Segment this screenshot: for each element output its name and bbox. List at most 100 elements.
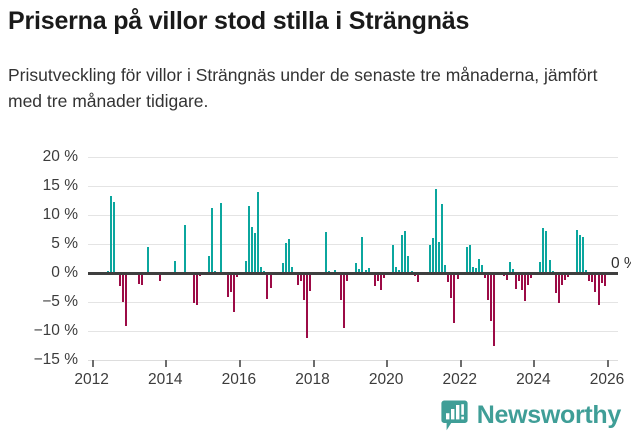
bar	[514, 273, 517, 290]
x-tick-label: 2018	[295, 371, 330, 388]
bar	[364, 269, 367, 273]
y-tick-label: 5 %	[51, 235, 78, 252]
bar	[468, 244, 471, 273]
bar	[300, 273, 303, 281]
bar	[484, 273, 487, 279]
bar	[508, 261, 511, 273]
zero-annotation: 0 %	[610, 255, 631, 272]
bar	[346, 273, 349, 282]
bar	[560, 273, 563, 286]
bar	[548, 260, 551, 273]
bar	[192, 273, 195, 304]
bar	[140, 273, 143, 286]
bar	[379, 273, 382, 291]
bar	[597, 273, 600, 306]
bar	[545, 231, 548, 273]
bar	[505, 273, 508, 280]
bar	[340, 273, 343, 300]
bar	[284, 242, 287, 273]
bar	[208, 255, 211, 273]
bar	[260, 267, 263, 273]
bar	[358, 268, 361, 273]
y-tick-label: 15 %	[42, 177, 78, 194]
x-tick-label: 2012	[74, 371, 109, 388]
gridline	[88, 302, 618, 303]
bar	[465, 247, 468, 273]
bar	[404, 231, 407, 273]
bar	[487, 273, 490, 300]
bar	[119, 273, 122, 286]
bar	[309, 273, 312, 291]
x-tick	[459, 360, 462, 367]
bar	[266, 273, 269, 300]
bar	[183, 224, 186, 273]
bar	[333, 269, 336, 273]
newsworthy-logo[interactable]: Newsworthy	[441, 400, 621, 431]
y-tick-label: 0 %	[51, 264, 78, 281]
y-tick-label: −5 %	[42, 293, 78, 310]
bar	[343, 273, 346, 328]
bar	[235, 273, 238, 278]
x-tick	[91, 360, 94, 367]
bar	[453, 273, 456, 324]
bar	[257, 192, 260, 273]
x-tick	[386, 360, 389, 367]
bar	[367, 268, 370, 273]
x-axis-line	[88, 360, 618, 361]
x-tick-label: 2020	[368, 371, 404, 388]
bar-chart-speech-bubble-icon	[441, 400, 468, 431]
bar	[159, 273, 162, 282]
x-tick-label: 2022	[442, 371, 477, 388]
bar	[214, 270, 217, 273]
bar	[281, 262, 284, 273]
bar	[416, 273, 419, 282]
bar	[382, 273, 385, 279]
bar	[137, 273, 140, 285]
bar	[211, 208, 214, 273]
bar	[554, 273, 557, 293]
x-tick	[238, 360, 241, 367]
gridline	[88, 157, 618, 158]
bar	[306, 273, 309, 338]
bar	[220, 202, 223, 273]
bar	[110, 196, 113, 273]
bar	[195, 273, 198, 306]
bar	[517, 273, 520, 281]
bar	[395, 267, 398, 273]
bar	[125, 273, 128, 327]
bar	[398, 269, 401, 273]
bar	[579, 234, 582, 273]
x-tick	[533, 360, 536, 367]
chart-plot: 20 % 15 % 10 % 5 % 0 % −5 % −10 % −15 % 0 % 201…	[0, 145, 631, 395]
bar	[297, 273, 300, 286]
bar	[324, 231, 327, 273]
bar	[251, 226, 254, 273]
bar	[441, 203, 444, 273]
bar	[471, 267, 474, 273]
bar	[585, 269, 588, 273]
bar	[477, 258, 480, 273]
y-tick-label: −15 %	[33, 351, 78, 368]
page-title: Priserna på villor stod stilla i Strängn…	[8, 7, 470, 35]
bar	[594, 273, 597, 293]
bar	[576, 230, 579, 273]
bar	[551, 270, 554, 273]
bar	[600, 273, 603, 284]
bar	[431, 237, 434, 273]
bar	[428, 244, 431, 273]
bar	[122, 273, 125, 302]
x-tick	[312, 360, 315, 367]
gridline	[88, 186, 618, 187]
bar	[248, 206, 251, 273]
bar	[303, 273, 306, 300]
bar	[490, 273, 493, 322]
y-tick-label: 20 %	[42, 148, 78, 165]
x-axis: 2012 2014 2016 2018 2020 2022 2024 2026	[74, 360, 624, 400]
gridline	[88, 331, 618, 332]
bar	[407, 256, 410, 273]
y-tick-label: 10 %	[42, 206, 78, 223]
bar	[447, 273, 450, 282]
bar	[542, 228, 545, 273]
brand-name: Newsworthy	[476, 401, 622, 429]
